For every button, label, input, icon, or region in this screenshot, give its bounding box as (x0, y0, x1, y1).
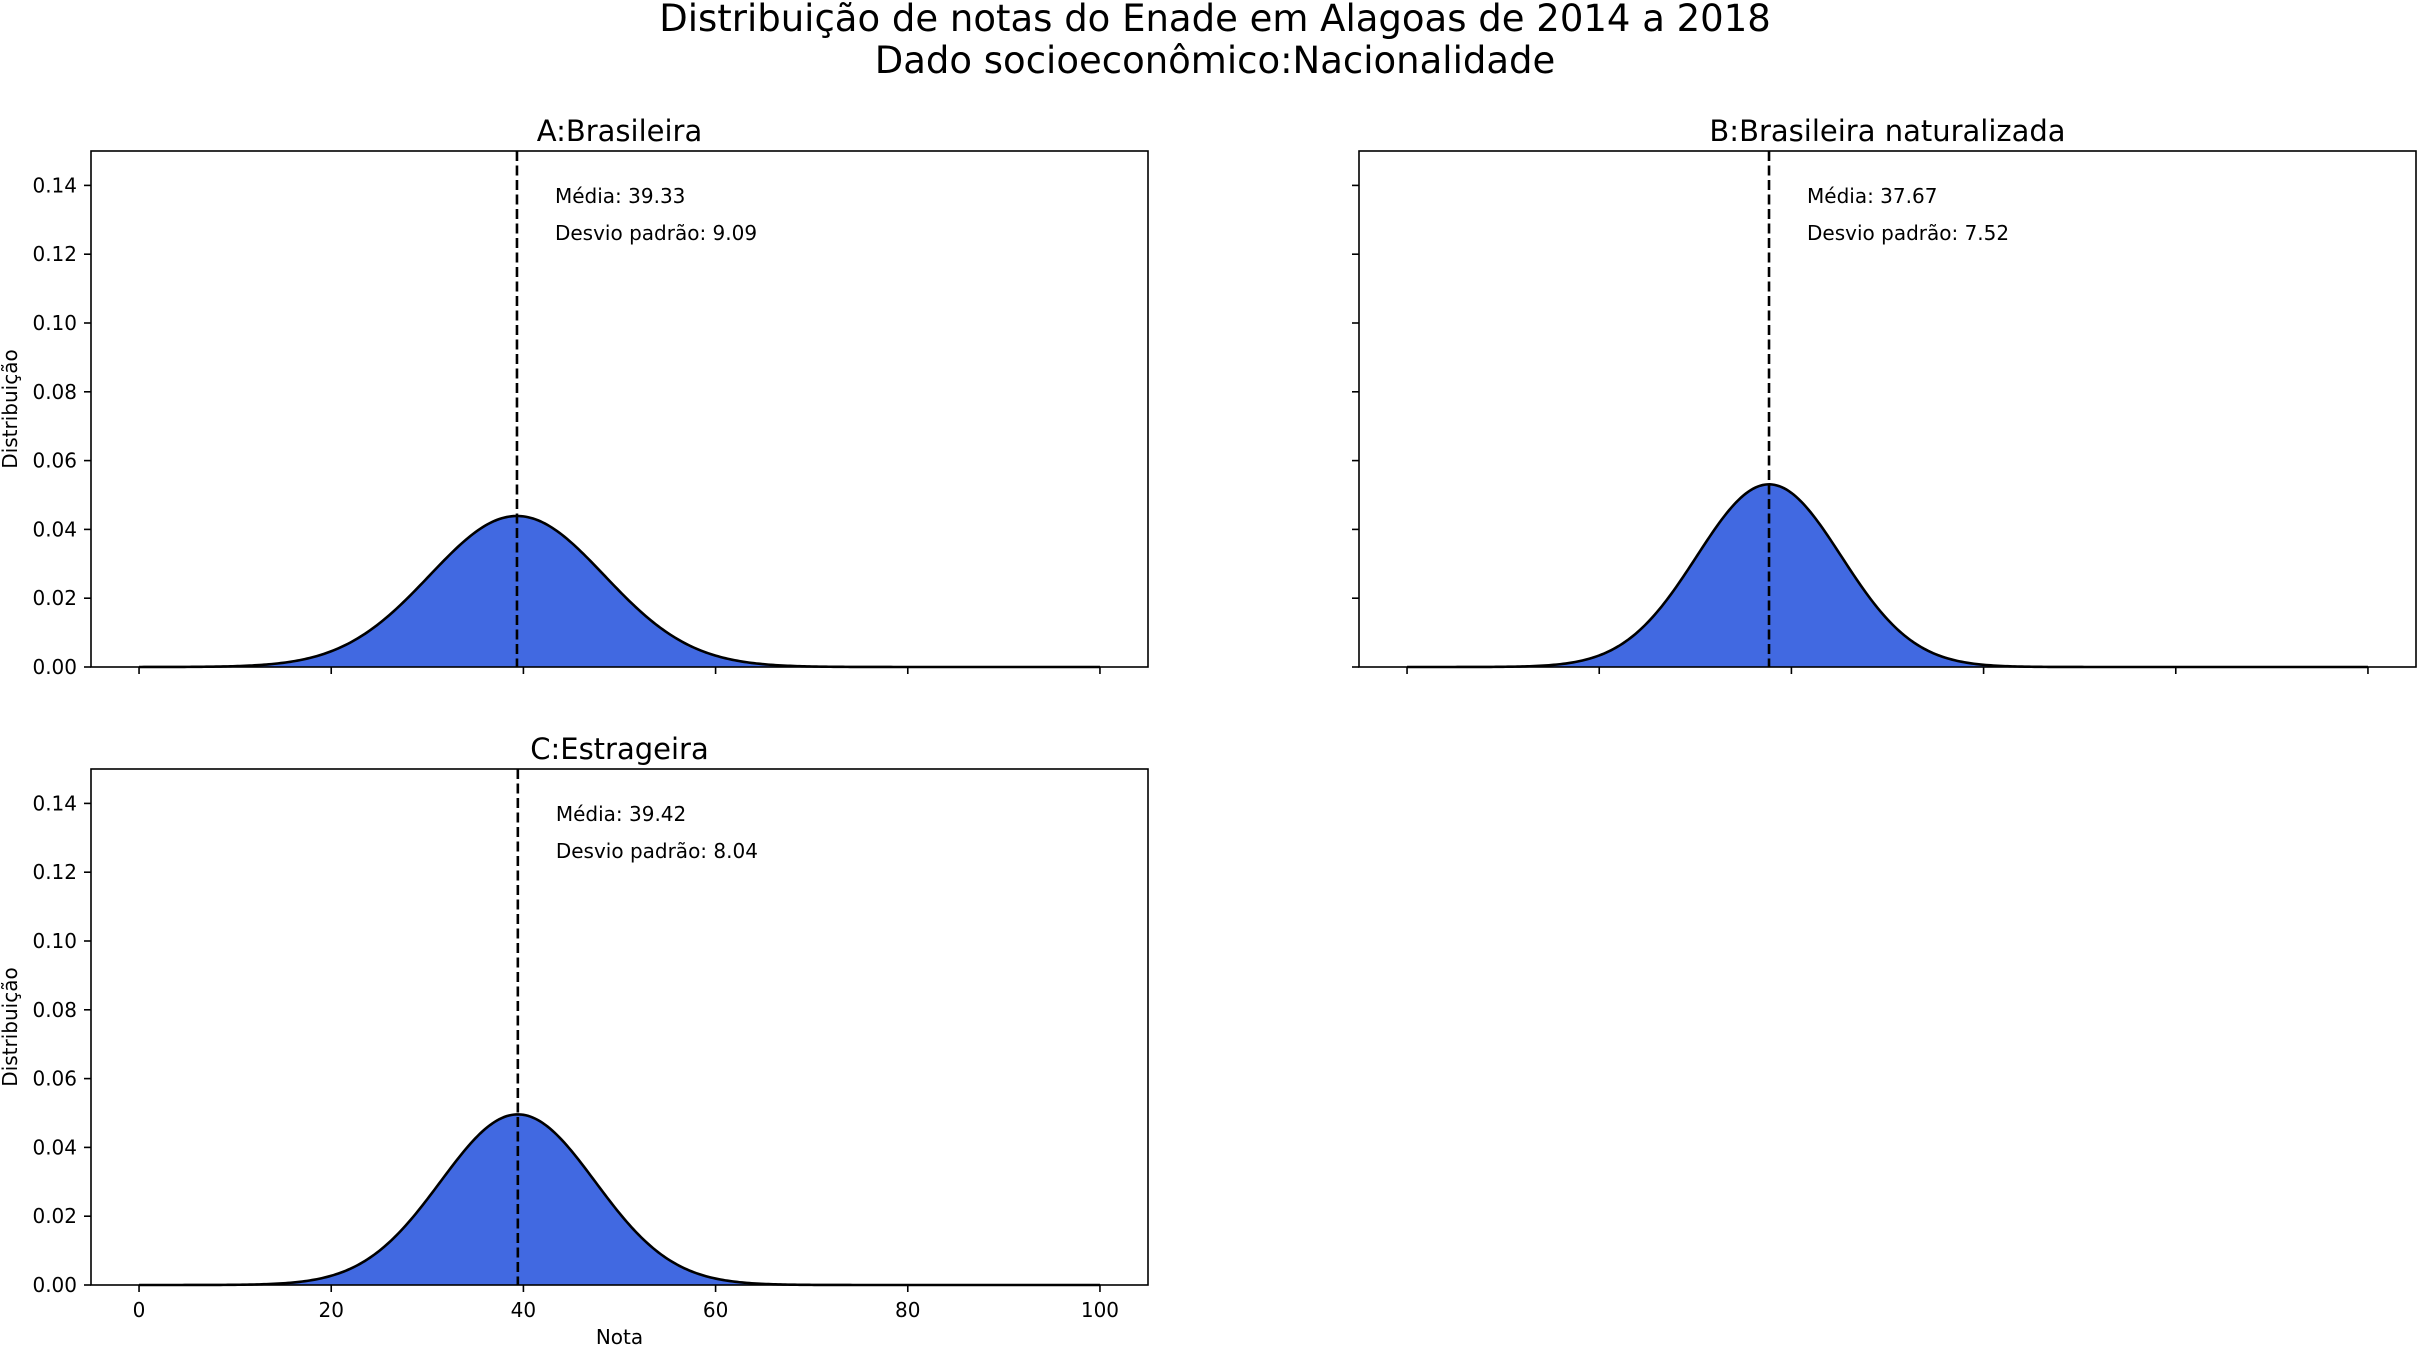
y-tick-label: 0.04 (32, 517, 77, 541)
y-tick-label: 0.12 (32, 242, 77, 266)
y-tick-label: 0.08 (32, 998, 77, 1022)
subplot-title: B:Brasileira naturalizada (1709, 114, 2065, 148)
std-annotation: Desvio padrão: 7.52 (1807, 221, 2009, 245)
std-annotation: Desvio padrão: 8.04 (556, 839, 758, 863)
x-tick-label: 60 (703, 1298, 728, 1322)
y-tick-label: 0.00 (32, 655, 77, 679)
y-tick-label: 0.10 (32, 929, 77, 953)
y-tick-label: 0.08 (32, 380, 77, 404)
axes-frame (90, 768, 1149, 1286)
x-tick-label: 40 (511, 1298, 536, 1322)
subplot-1: 0.00 0.02 0.04 0.06 0.08 0.10 0.12 0.14 A:Brasil… (0, 114, 1149, 679)
subplot-2: B:Brasileira naturalizada Média: 37.67 Des… (1352, 114, 2417, 674)
subplot-title: C:Estrageira (530, 732, 709, 766)
axes-frame (1358, 150, 2417, 668)
figure-title-line1: Distribuição de notas do Enade em Alagoa… (659, 0, 1771, 40)
std-annotation: Desvio padrão: 9.09 (555, 221, 757, 245)
density-area (139, 1114, 1100, 1285)
y-axis-label: Distribuição (0, 967, 22, 1086)
y-axis-label: Distribuição (0, 349, 22, 468)
axes-frame (90, 150, 1149, 668)
y-tick-label: 0.14 (32, 791, 77, 815)
y-tick-label: 0.00 (32, 1273, 77, 1297)
y-tick-label: 0.06 (32, 1067, 77, 1091)
mean-annotation: Média: 37.67 (1807, 184, 1937, 208)
y-tick-label: 0.12 (32, 860, 77, 884)
subplot-3: 0.00 0.02 0.04 0.06 0.08 0.10 0.12 0.14 0 20 40 60 8… (0, 732, 1149, 1349)
figure-title-line2: Dado socioeconômico:Nacionalidade (875, 39, 1556, 82)
x-tick-label: 80 (895, 1298, 920, 1322)
subplot-title: A:Brasileira (537, 114, 703, 148)
y-tick-label: 0.10 (32, 311, 77, 335)
x-tick-label: 100 (1081, 1298, 1119, 1322)
density-area (1407, 484, 2368, 667)
y-tick-label: 0.06 (32, 449, 77, 473)
x-axis-label: Nota (596, 1325, 643, 1349)
mean-annotation: Média: 39.33 (555, 184, 685, 208)
subplot-panels: 0.00 0.02 0.04 0.06 0.08 0.10 0.12 0.14 A:Brasil… (0, 114, 2417, 1349)
y-tick-label: 0.04 (32, 1135, 77, 1159)
x-tick-label: 20 (319, 1298, 344, 1322)
mean-annotation: Média: 39.42 (556, 802, 686, 826)
x-tick-label: 0 (133, 1298, 146, 1322)
y-tick-label: 0.02 (32, 1204, 77, 1228)
y-tick-label: 0.02 (32, 586, 77, 610)
y-tick-label: 0.14 (32, 173, 77, 197)
